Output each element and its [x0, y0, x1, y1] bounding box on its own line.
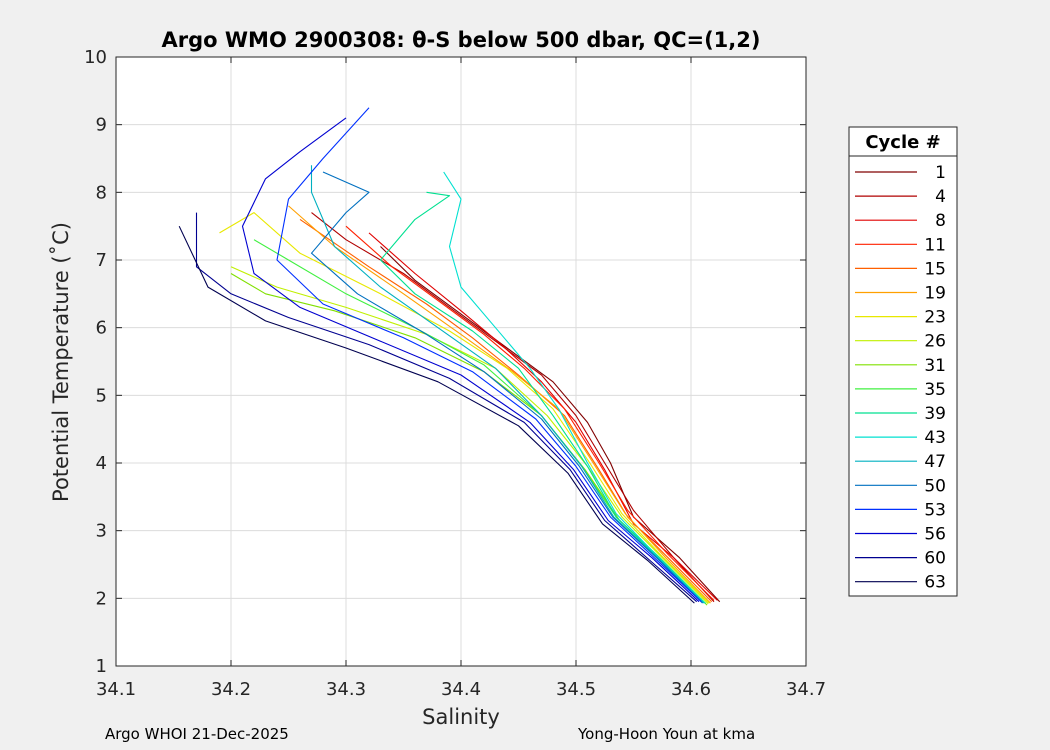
x-tick-label: 34.3 — [326, 679, 366, 700]
legend-label-23: 23 — [924, 308, 946, 328]
legend-items: 1 4 8 11 15 19 23 26 31 35 39 43 47 50 53 56 60 63 — [855, 163, 946, 593]
y-tick-label: 8 — [96, 182, 107, 203]
series-line-50 — [310, 171, 703, 604]
legend-box — [848, 126, 958, 597]
y-tick-label: 2 — [96, 588, 107, 609]
series-line-47 — [310, 165, 704, 604]
series-line-19 — [288, 205, 711, 604]
x-tick-label: 34.2 — [211, 679, 251, 700]
legend-label-63: 63 — [924, 573, 946, 593]
y-tick-label: 5 — [96, 385, 107, 406]
y-ticks: 1 2 3 4 5 6 7 8 9 10 — [84, 47, 806, 677]
series-line-23 — [219, 212, 710, 604]
series-line-63 — [178, 225, 695, 604]
legend-label-47: 47 — [924, 452, 946, 472]
grid — [116, 57, 806, 666]
x-tick-label: 34.7 — [786, 679, 826, 700]
x-ticks: 34.1 34.2 34.3 34.4 34.5 34.6 34.7 — [96, 57, 826, 700]
legend: Cycle # 1 4 8 11 15 19 23 26 31 35 39 43 47 50 53 56 60 6… — [848, 126, 958, 597]
series-group — [178, 107, 721, 606]
legend-label-19: 19 — [924, 284, 946, 304]
footer-right: Yong-Hoon Youn at kma — [578, 725, 756, 743]
series-line-60 — [195, 212, 698, 603]
footer-left: Argo WHOI 21-Dec-2025 — [105, 725, 289, 743]
x-tick-label: 34.1 — [96, 679, 136, 700]
legend-label-60: 60 — [924, 549, 946, 569]
legend-label-26: 26 — [924, 332, 946, 352]
y-tick-label: 10 — [84, 47, 107, 68]
legend-label-8: 8 — [935, 211, 946, 231]
x-axis-label: Salinity — [422, 705, 500, 729]
y-tick-label: 7 — [96, 250, 107, 271]
legend-title: Cycle # — [865, 132, 940, 153]
legend-label-35: 35 — [924, 380, 946, 400]
legend-label-50: 50 — [924, 476, 946, 496]
series-line-26 — [230, 266, 709, 605]
y-tick-label: 1 — [96, 656, 107, 677]
y-tick-label: 3 — [96, 521, 107, 542]
legend-label-53: 53 — [924, 500, 946, 520]
x-tick-label: 34.4 — [441, 679, 481, 700]
y-tick-label: 9 — [96, 115, 107, 136]
series-line-39 — [379, 191, 706, 604]
series-line-56 — [241, 117, 700, 603]
y-tick-label: 4 — [96, 453, 107, 474]
legend-label-11: 11 — [924, 235, 946, 255]
legend-label-31: 31 — [924, 356, 946, 376]
chart-title: Argo WMO 2900308: θ-S below 500 dbar, QC… — [162, 28, 761, 52]
legend-label-56: 56 — [924, 525, 946, 545]
series-line-53 — [276, 107, 702, 603]
x-tick-label: 34.6 — [671, 679, 711, 700]
series-line-4 — [311, 212, 715, 603]
x-tick-label: 34.5 — [556, 679, 596, 700]
y-tick-label: 6 — [96, 318, 107, 339]
legend-label-43: 43 — [924, 428, 946, 448]
legend-label-15: 15 — [924, 259, 946, 279]
series-line-43 — [443, 171, 706, 604]
legend-label-4: 4 — [935, 187, 946, 207]
series-line-8 — [368, 232, 718, 601]
legend-label-39: 39 — [924, 404, 946, 424]
y-axis-label: Potential Temperature (˚C) — [49, 222, 73, 502]
legend-label-1: 1 — [935, 163, 946, 183]
